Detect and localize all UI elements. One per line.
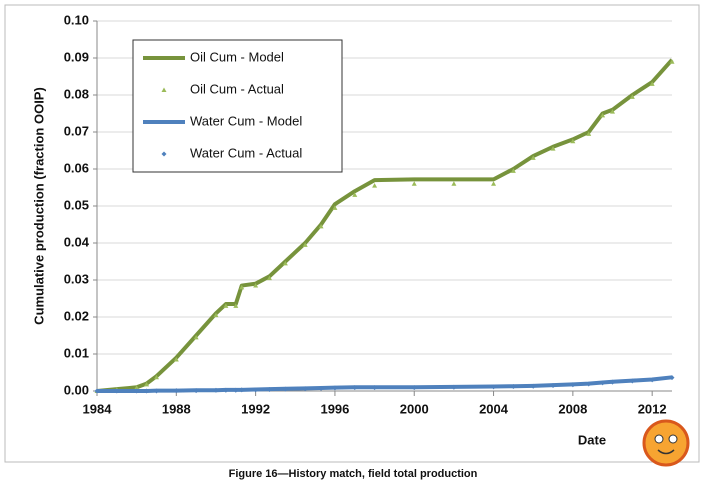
marker xyxy=(332,385,338,391)
x-tick-label: 1996 xyxy=(320,401,349,416)
marker xyxy=(253,283,259,288)
marker xyxy=(570,138,576,144)
marker xyxy=(352,385,358,391)
x-tick-label: 1984 xyxy=(83,401,113,416)
marker xyxy=(318,223,324,229)
marker xyxy=(491,384,497,390)
legend-label: Water Cum - Model xyxy=(190,113,302,128)
marker xyxy=(153,388,159,394)
x-axis-label: Date xyxy=(578,432,606,447)
marker xyxy=(173,357,179,362)
x-tick-label: 2012 xyxy=(638,401,667,416)
y-tick-label: 0.05 xyxy=(64,197,89,212)
marker xyxy=(649,377,655,383)
marker xyxy=(282,260,288,266)
y-tick-label: 0.06 xyxy=(64,160,89,175)
marker xyxy=(253,387,259,393)
marker xyxy=(193,334,199,340)
marker xyxy=(530,383,536,389)
marker xyxy=(134,385,140,390)
y-tick-label: 0.07 xyxy=(64,123,89,138)
marker xyxy=(530,155,536,160)
legend-box xyxy=(132,39,343,173)
legend-label: Oil Cum - Actual xyxy=(190,81,284,96)
caption: Figure 16—History match, field total pro… xyxy=(229,468,478,480)
y-tick-label: 0.08 xyxy=(64,86,89,101)
marker xyxy=(411,385,417,391)
marker xyxy=(302,242,308,247)
legend: Oil Cum - Model Oil Cum - Actual Water Cum… xyxy=(132,39,343,173)
marker xyxy=(213,387,219,393)
y-tick-label: 0.10 xyxy=(64,12,89,27)
marker xyxy=(372,183,378,188)
marker xyxy=(600,380,606,386)
marker xyxy=(451,181,457,186)
legend-label: Oil Cum - Model xyxy=(190,49,284,64)
x-tick-label: 2000 xyxy=(400,401,429,416)
marker xyxy=(586,131,592,136)
marker xyxy=(318,385,324,391)
marker xyxy=(223,303,229,308)
sticker xyxy=(642,419,690,467)
y-axis-label: Cumulative production (fraction OOIP) xyxy=(31,87,46,325)
marker xyxy=(233,303,239,308)
y-tick-label: 0.00 xyxy=(64,382,89,397)
marker xyxy=(332,205,338,210)
x-tick-label: 1988 xyxy=(162,401,191,416)
marker xyxy=(144,381,150,387)
marker xyxy=(223,387,229,393)
marker xyxy=(510,384,516,390)
marker xyxy=(239,387,245,393)
y-tick-label: 0.01 xyxy=(64,345,89,360)
marker xyxy=(629,378,635,384)
marker xyxy=(669,59,675,64)
marker xyxy=(411,181,417,186)
y-tick-label: 0.09 xyxy=(64,49,89,64)
marker xyxy=(600,112,606,118)
marker xyxy=(570,382,576,388)
marker xyxy=(134,388,140,394)
marker xyxy=(550,382,556,388)
y-tick-label: 0.04 xyxy=(64,234,90,249)
marker xyxy=(491,181,497,186)
marker xyxy=(161,151,167,157)
marker xyxy=(282,386,288,392)
marker xyxy=(610,379,616,385)
marker xyxy=(193,388,199,394)
marker xyxy=(610,109,616,114)
marker xyxy=(451,384,457,390)
x-tick-label: 1992 xyxy=(241,401,270,416)
marker xyxy=(233,387,239,393)
x-tick-label: 2004 xyxy=(479,401,509,416)
marker xyxy=(173,388,179,394)
marker xyxy=(372,385,378,391)
marker xyxy=(510,168,516,173)
y-tick-label: 0.02 xyxy=(64,308,89,323)
x-tick-label: 2008 xyxy=(558,401,587,416)
marker xyxy=(669,375,675,381)
marker xyxy=(161,87,167,92)
marker xyxy=(267,275,272,281)
marker xyxy=(550,146,556,151)
y-tick-label: 0.03 xyxy=(64,271,89,286)
marker xyxy=(267,387,272,393)
legend-label: Water Cum - Actual xyxy=(190,145,302,160)
marker xyxy=(352,192,358,197)
marker xyxy=(586,381,592,387)
marker xyxy=(144,388,150,394)
marker xyxy=(94,388,100,394)
series-line xyxy=(96,58,674,393)
marker xyxy=(302,386,308,392)
marker xyxy=(649,81,655,86)
series-line xyxy=(97,375,673,393)
chart-frame xyxy=(4,4,700,463)
marker xyxy=(213,312,219,318)
marker xyxy=(114,388,120,394)
marker xyxy=(239,284,245,290)
marker xyxy=(629,94,635,99)
marker xyxy=(153,374,159,380)
